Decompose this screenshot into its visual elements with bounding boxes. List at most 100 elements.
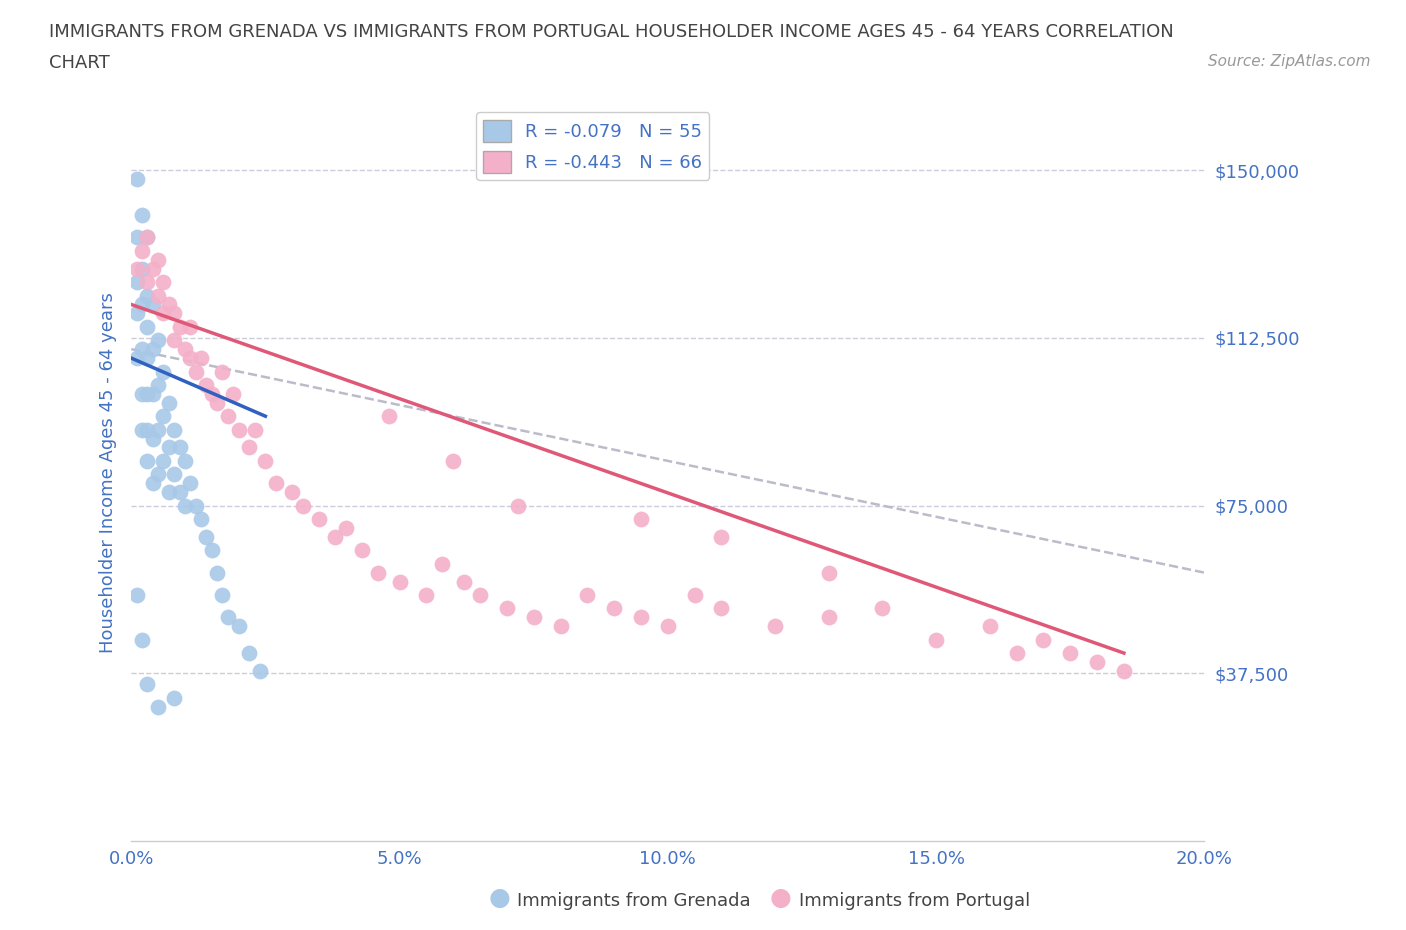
Point [169,319,191,334]
Point [925,632,948,647]
Point [763,618,786,633]
Point [378,409,401,424]
Point [205,395,228,410]
Point [211,364,233,379]
Point [872,601,894,616]
Point [453,574,475,589]
Y-axis label: Householder Income Ages 45 - 64 years: Householder Income Ages 45 - 64 years [100,292,117,653]
Point [432,556,454,571]
Point [228,422,250,437]
Point [817,610,839,625]
Point [195,378,218,392]
Point [157,440,180,455]
Point [468,588,491,603]
Point [131,261,153,276]
Point [630,610,652,625]
Point [131,632,153,647]
Point [146,288,169,303]
Point [238,440,260,455]
Point [136,386,159,401]
Point [415,588,437,603]
Point [979,618,1001,633]
Point [1112,663,1135,678]
Point [367,565,389,580]
Point [125,588,148,603]
Point [146,422,169,437]
Point [152,274,174,289]
Point [184,498,207,513]
Point [152,454,174,469]
Point [1032,632,1054,647]
Point [163,333,186,348]
Point [523,610,546,625]
Point [142,297,165,312]
Point [163,467,186,482]
Point [190,351,212,365]
Point [136,677,159,692]
Point [169,440,191,455]
Point [125,261,148,276]
Point [1059,645,1081,660]
Point [1005,645,1028,660]
Point [131,244,153,259]
Point [1085,655,1108,670]
Point [179,319,201,334]
Point [152,364,174,379]
Text: CHART: CHART [49,54,110,72]
Point [228,618,250,633]
Point [136,319,159,334]
Point [125,230,148,245]
Point [136,288,159,303]
Point [125,351,148,365]
Point [163,422,186,437]
Point [142,386,165,401]
Point [323,529,346,544]
Point [136,351,159,365]
Point [142,476,165,491]
Point [174,341,197,356]
Point [136,230,159,245]
Text: IMMIGRANTS FROM GRENADA VS IMMIGRANTS FROM PORTUGAL HOUSEHOLDER INCOME AGES 45 -: IMMIGRANTS FROM GRENADA VS IMMIGRANTS FR… [49,23,1174,41]
Text: ●: ● [488,885,510,910]
Point [152,306,174,321]
Point [350,543,373,558]
Text: Immigrants from Portugal: Immigrants from Portugal [799,892,1029,910]
Point [136,230,159,245]
Point [222,386,245,401]
Point [211,588,233,603]
Point [195,529,218,544]
Point [630,512,652,526]
Point [174,454,197,469]
Point [131,297,153,312]
Point [576,588,599,603]
Point [146,699,169,714]
Point [146,378,169,392]
Point [388,574,411,589]
Point [550,618,572,633]
Point [205,565,228,580]
Point [179,351,201,365]
Point [131,207,153,222]
Point [174,498,197,513]
Point [264,476,287,491]
Point [146,467,169,482]
Point [157,297,180,312]
Point [190,512,212,526]
Point [281,485,304,499]
Point [142,261,165,276]
Text: Immigrants from Grenada: Immigrants from Grenada [517,892,751,910]
Point [217,409,239,424]
Point [683,588,706,603]
Point [495,601,517,616]
Point [201,543,224,558]
Point [217,610,239,625]
Point [441,454,464,469]
Point [136,422,159,437]
Point [291,498,314,513]
Point [308,512,330,526]
Point [249,663,271,678]
Point [163,306,186,321]
Point [142,341,165,356]
Point [335,521,357,536]
Point [136,274,159,289]
